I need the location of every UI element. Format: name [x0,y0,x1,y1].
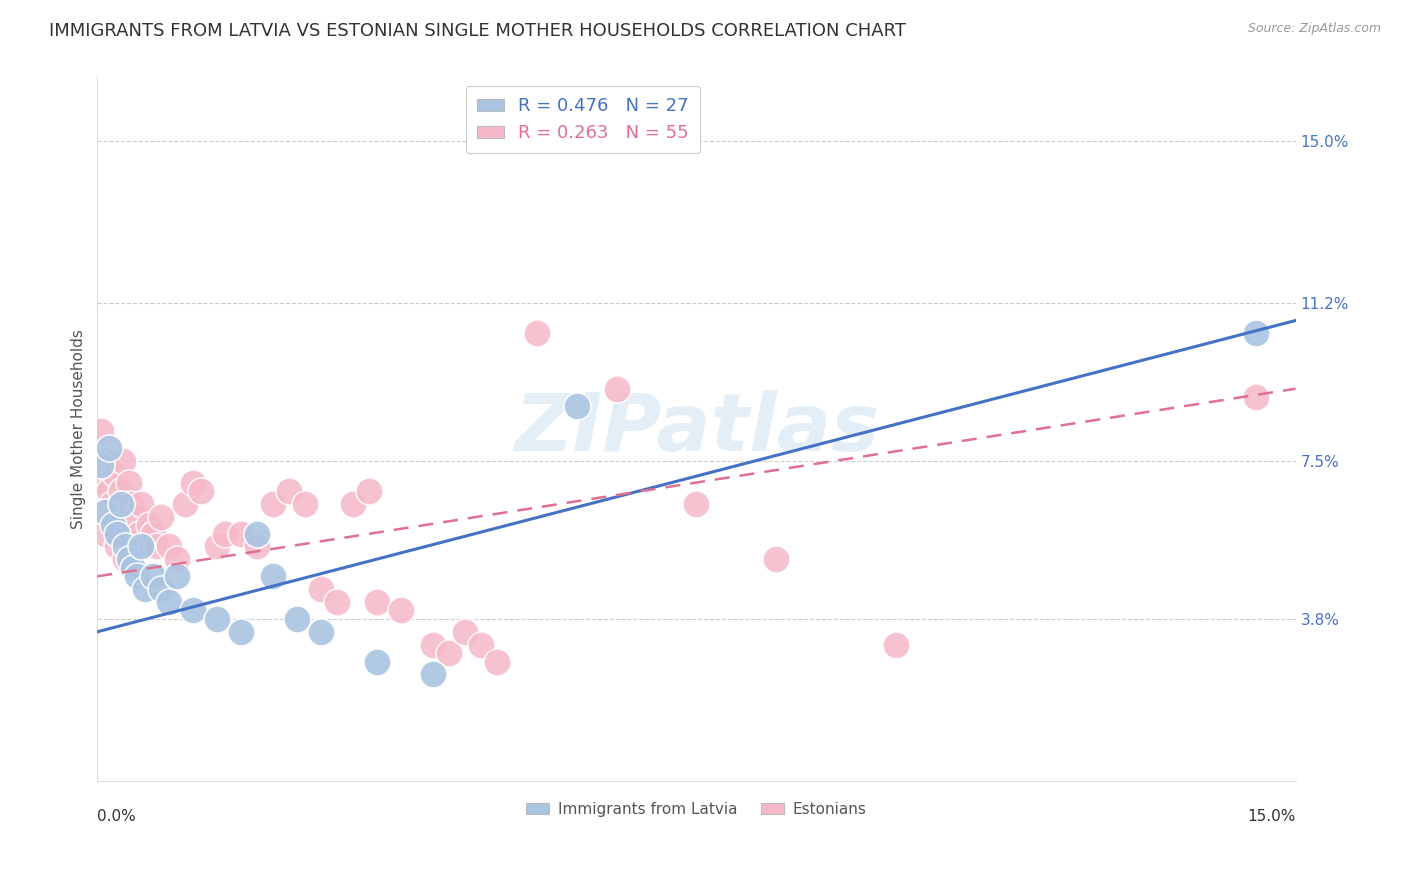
Point [278,484,301,499]
Point [110,484,132,499]
Point [884,638,907,652]
Legend: Immigrants from Latvia, Estonians: Immigrants from Latvia, Estonians [520,796,873,822]
Point [122,561,145,575]
Point [118,475,141,490]
Point [100,497,122,511]
Point [114,540,136,554]
Point [205,612,228,626]
Point [103,518,125,533]
Point [357,484,380,499]
Point [565,399,588,413]
Point [765,552,787,566]
Point [111,454,134,468]
Point [231,624,253,639]
Point [366,655,388,669]
Point [98,484,121,499]
Point [142,569,165,583]
Point [90,425,112,439]
Point [262,497,284,511]
Point [150,509,173,524]
Point [246,540,269,554]
Point [685,497,707,511]
Point [94,505,117,519]
Text: 15.0%: 15.0% [1247,809,1295,824]
Point [105,526,128,541]
Point [120,497,142,511]
Point [485,655,508,669]
Point [1244,326,1267,341]
Point [150,582,173,596]
Point [285,612,308,626]
Point [309,624,332,639]
Point [142,526,165,541]
Point [181,603,204,617]
Point [157,540,180,554]
Point [214,526,236,541]
Point [138,518,160,533]
Point [470,638,492,652]
Point [129,497,152,511]
Point [422,667,444,681]
Point [342,497,364,511]
Point [103,509,125,524]
Point [422,638,444,652]
Text: IMMIGRANTS FROM LATVIA VS ESTONIAN SINGLE MOTHER HOUSEHOLDS CORRELATION CHART: IMMIGRANTS FROM LATVIA VS ESTONIAN SINGL… [49,22,907,40]
Point [309,582,332,596]
Point [1244,390,1267,404]
Point [127,569,149,583]
Point [366,595,388,609]
Point [389,603,412,617]
Point [326,595,349,609]
Point [105,540,128,554]
Point [190,484,212,499]
Point [127,509,149,524]
Text: 0.0%: 0.0% [97,809,136,824]
Point [129,540,152,554]
Point [134,582,156,596]
Text: ZIPatlas: ZIPatlas [515,390,879,468]
Point [205,540,228,554]
Point [90,458,112,473]
Point [181,475,204,490]
Point [122,526,145,541]
Point [93,454,115,468]
Point [157,595,180,609]
Point [108,497,131,511]
Point [118,552,141,566]
Point [294,497,316,511]
Point [114,552,136,566]
Point [117,518,139,533]
Point [231,526,253,541]
Point [128,526,150,541]
Point [110,497,132,511]
Point [262,569,284,583]
Point [166,569,188,583]
Point [246,526,269,541]
Point [134,540,156,554]
Point [146,540,169,554]
Y-axis label: Single Mother Households: Single Mother Households [72,329,86,529]
Point [526,326,548,341]
Point [454,624,477,639]
Point [98,442,121,456]
Point [606,382,628,396]
Point [94,526,117,541]
Point [174,497,197,511]
Point [437,646,460,660]
Point [104,467,127,481]
Point [166,552,188,566]
Text: Source: ZipAtlas.com: Source: ZipAtlas.com [1247,22,1381,36]
Point [125,540,148,554]
Point [96,475,118,490]
